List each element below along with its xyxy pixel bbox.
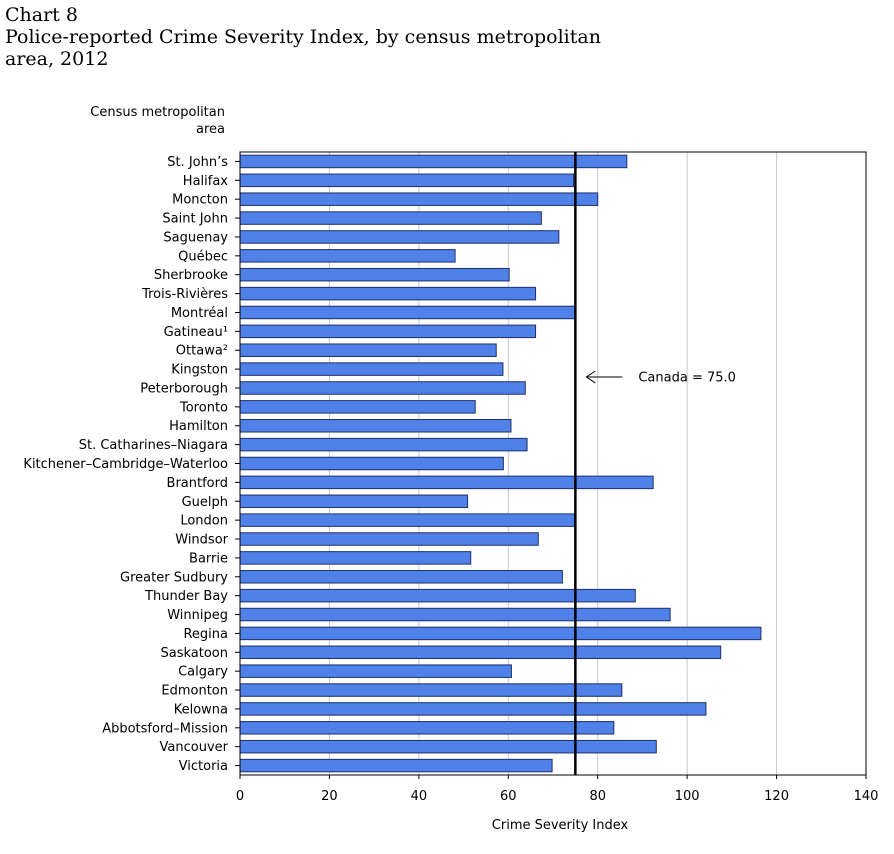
bar xyxy=(239,645,722,660)
bar xyxy=(239,758,553,773)
y-axis-label-line-2: area xyxy=(196,122,225,137)
bar xyxy=(239,570,563,584)
category-label: Saskatoon xyxy=(160,646,228,661)
bar xyxy=(239,249,456,263)
x-tick-label: 100 xyxy=(675,789,700,804)
category-label: Regina xyxy=(183,627,228,642)
bar xyxy=(239,607,671,622)
category-label: Victoria xyxy=(179,759,228,774)
bar xyxy=(239,400,476,414)
category-label: Québec xyxy=(178,249,228,264)
category-label: Moncton xyxy=(172,193,228,208)
x-axis-label: Crime Severity Index xyxy=(492,818,629,833)
category-label: Gatineau¹ xyxy=(164,325,228,340)
bar xyxy=(239,626,762,641)
category-label: Barrie xyxy=(189,551,228,566)
x-tick-label: 120 xyxy=(764,789,789,804)
category-label: St. Catharines–Niagara xyxy=(79,438,228,453)
category-label: Windsor xyxy=(175,533,228,548)
x-tick-label: 60 xyxy=(500,789,517,804)
category-label: Sherbrooke xyxy=(154,268,228,283)
reference-line-group: Canada = 75.0 xyxy=(574,152,736,775)
category-label: Saguenay xyxy=(163,230,228,245)
bar xyxy=(239,305,576,320)
category-label: Vancouver xyxy=(160,740,229,755)
x-tick-label: 20 xyxy=(321,789,338,804)
bar xyxy=(239,683,623,697)
plot-frame xyxy=(239,151,867,776)
category-label: Kingston xyxy=(171,363,228,378)
bar xyxy=(239,381,526,395)
x-tick-label: 0 xyxy=(236,789,244,804)
category-label: Edmonton xyxy=(161,684,228,699)
reference-line-label: Canada = 75.0 xyxy=(638,371,736,386)
bar xyxy=(239,173,575,188)
category-label: Brantford xyxy=(167,476,228,491)
x-tick-label: 140 xyxy=(854,789,879,804)
category-label: Toronto xyxy=(179,400,228,415)
bar xyxy=(239,739,657,754)
bar xyxy=(239,702,707,716)
category-label: Peterborough xyxy=(140,381,228,396)
bar xyxy=(239,456,504,471)
bar xyxy=(239,324,537,339)
x-tick-label: 80 xyxy=(589,789,606,804)
x-tick-label: 40 xyxy=(411,789,428,804)
category-label: Hamilton xyxy=(169,419,228,434)
bar xyxy=(239,267,510,282)
bar xyxy=(239,286,537,301)
chart-title-line-1: Police-reported Crime Severity Index, by… xyxy=(5,26,601,48)
reference-arrowhead xyxy=(585,370,596,384)
category-label: Trois-Rivières xyxy=(141,287,228,302)
bar xyxy=(239,343,497,357)
bar xyxy=(239,211,542,225)
bar xyxy=(239,230,560,244)
bar xyxy=(239,437,528,452)
category-label: Saint John xyxy=(162,212,228,227)
category-label: London xyxy=(180,514,228,529)
bar xyxy=(239,513,575,527)
chart-number: Chart 8 xyxy=(5,4,78,26)
category-label: Thunder Bay xyxy=(144,589,228,604)
bar xyxy=(239,551,472,565)
category-labels: St. John’s Halifax Moncton Saint John Saguen… xyxy=(23,155,240,774)
bar xyxy=(239,532,539,546)
bar xyxy=(239,362,504,376)
category-label: Kelowna xyxy=(174,702,228,717)
bar xyxy=(239,418,512,433)
category-label: Kitchener–Cambridge–Waterloo xyxy=(23,457,228,472)
bar xyxy=(239,721,615,735)
category-label: Abbotsford–Mission xyxy=(102,721,228,736)
chart-title-line-2: area, 2012 xyxy=(5,48,109,70)
category-label: Ottawa² xyxy=(176,344,228,359)
y-axis-label-line-1: Census metropolitan xyxy=(90,105,225,120)
chart-title-block: Chart 8 Police-reported Crime Severity I… xyxy=(5,4,601,70)
category-label: Halifax xyxy=(183,174,229,189)
bar xyxy=(239,475,654,490)
bar xyxy=(239,154,628,169)
category-label: Winnipeg xyxy=(167,608,228,623)
bar xyxy=(239,664,512,678)
bars xyxy=(239,154,762,773)
x-tick-labels: 0 20 40 60 80 100 120 140 xyxy=(236,775,879,804)
category-label: Montréal xyxy=(171,306,228,321)
category-label: Guelph xyxy=(182,495,228,510)
category-label: St. John’s xyxy=(167,155,228,170)
category-label: Greater Sudbury xyxy=(120,570,228,585)
bar xyxy=(239,494,469,509)
bar xyxy=(239,192,599,206)
category-label: Calgary xyxy=(178,665,228,680)
